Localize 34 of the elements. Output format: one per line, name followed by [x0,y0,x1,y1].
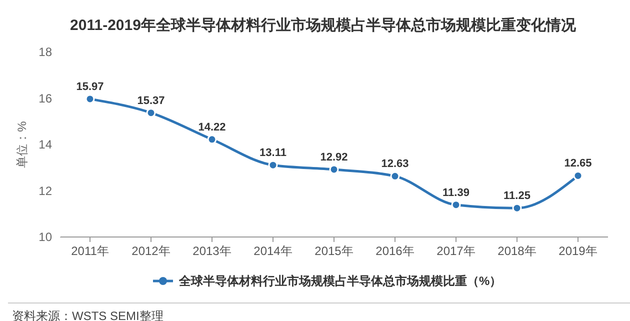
point [146,108,156,118]
x-tick-label: 2016年 [376,244,414,258]
x-tick-label: 2014年 [254,244,292,258]
x-tick-label: 2015年 [314,244,354,258]
x-tick-label: 2019年 [558,244,598,258]
x-tick-label: 2018年 [498,244,536,258]
point [390,171,400,181]
chart-title: 2011-2019年全球半导体材料行业市场规模占半导体总市场规模比重变化情况 [70,16,577,34]
x-tick-label: 2017年 [436,244,476,258]
x-tick-label: 2012年 [132,244,170,258]
data-label: 12.63 [381,158,409,170]
y-axis-title: 单位：% [15,120,29,168]
y-tick-label: 16 [38,91,52,106]
x-tick-label: 2011年 [71,244,109,258]
y-tick-label: 18 [38,45,52,60]
y-tick-label: 10 [38,230,52,244]
data-label: 11.25 [504,190,530,202]
data-label: 15.97 [76,80,104,93]
data-label: 15.37 [137,94,165,107]
data-label: 13.11 [260,147,286,160]
y-tick-label: 12 [38,184,52,198]
point [451,200,461,210]
x-tick-label: 2013年 [192,244,232,258]
point [207,134,217,144]
point [329,164,339,174]
data-label: 14.22 [198,121,226,134]
y-tick-label: 14 [38,138,52,152]
point [512,203,522,213]
data-label: 12.92 [320,151,348,164]
data-label: 12.65 [564,158,592,170]
point [85,94,95,104]
data-label: 11.39 [442,186,470,199]
point [268,160,278,170]
legend-label: 全球半导体材料行业市场规模占半导体总市场规模比重（%） [178,274,502,288]
